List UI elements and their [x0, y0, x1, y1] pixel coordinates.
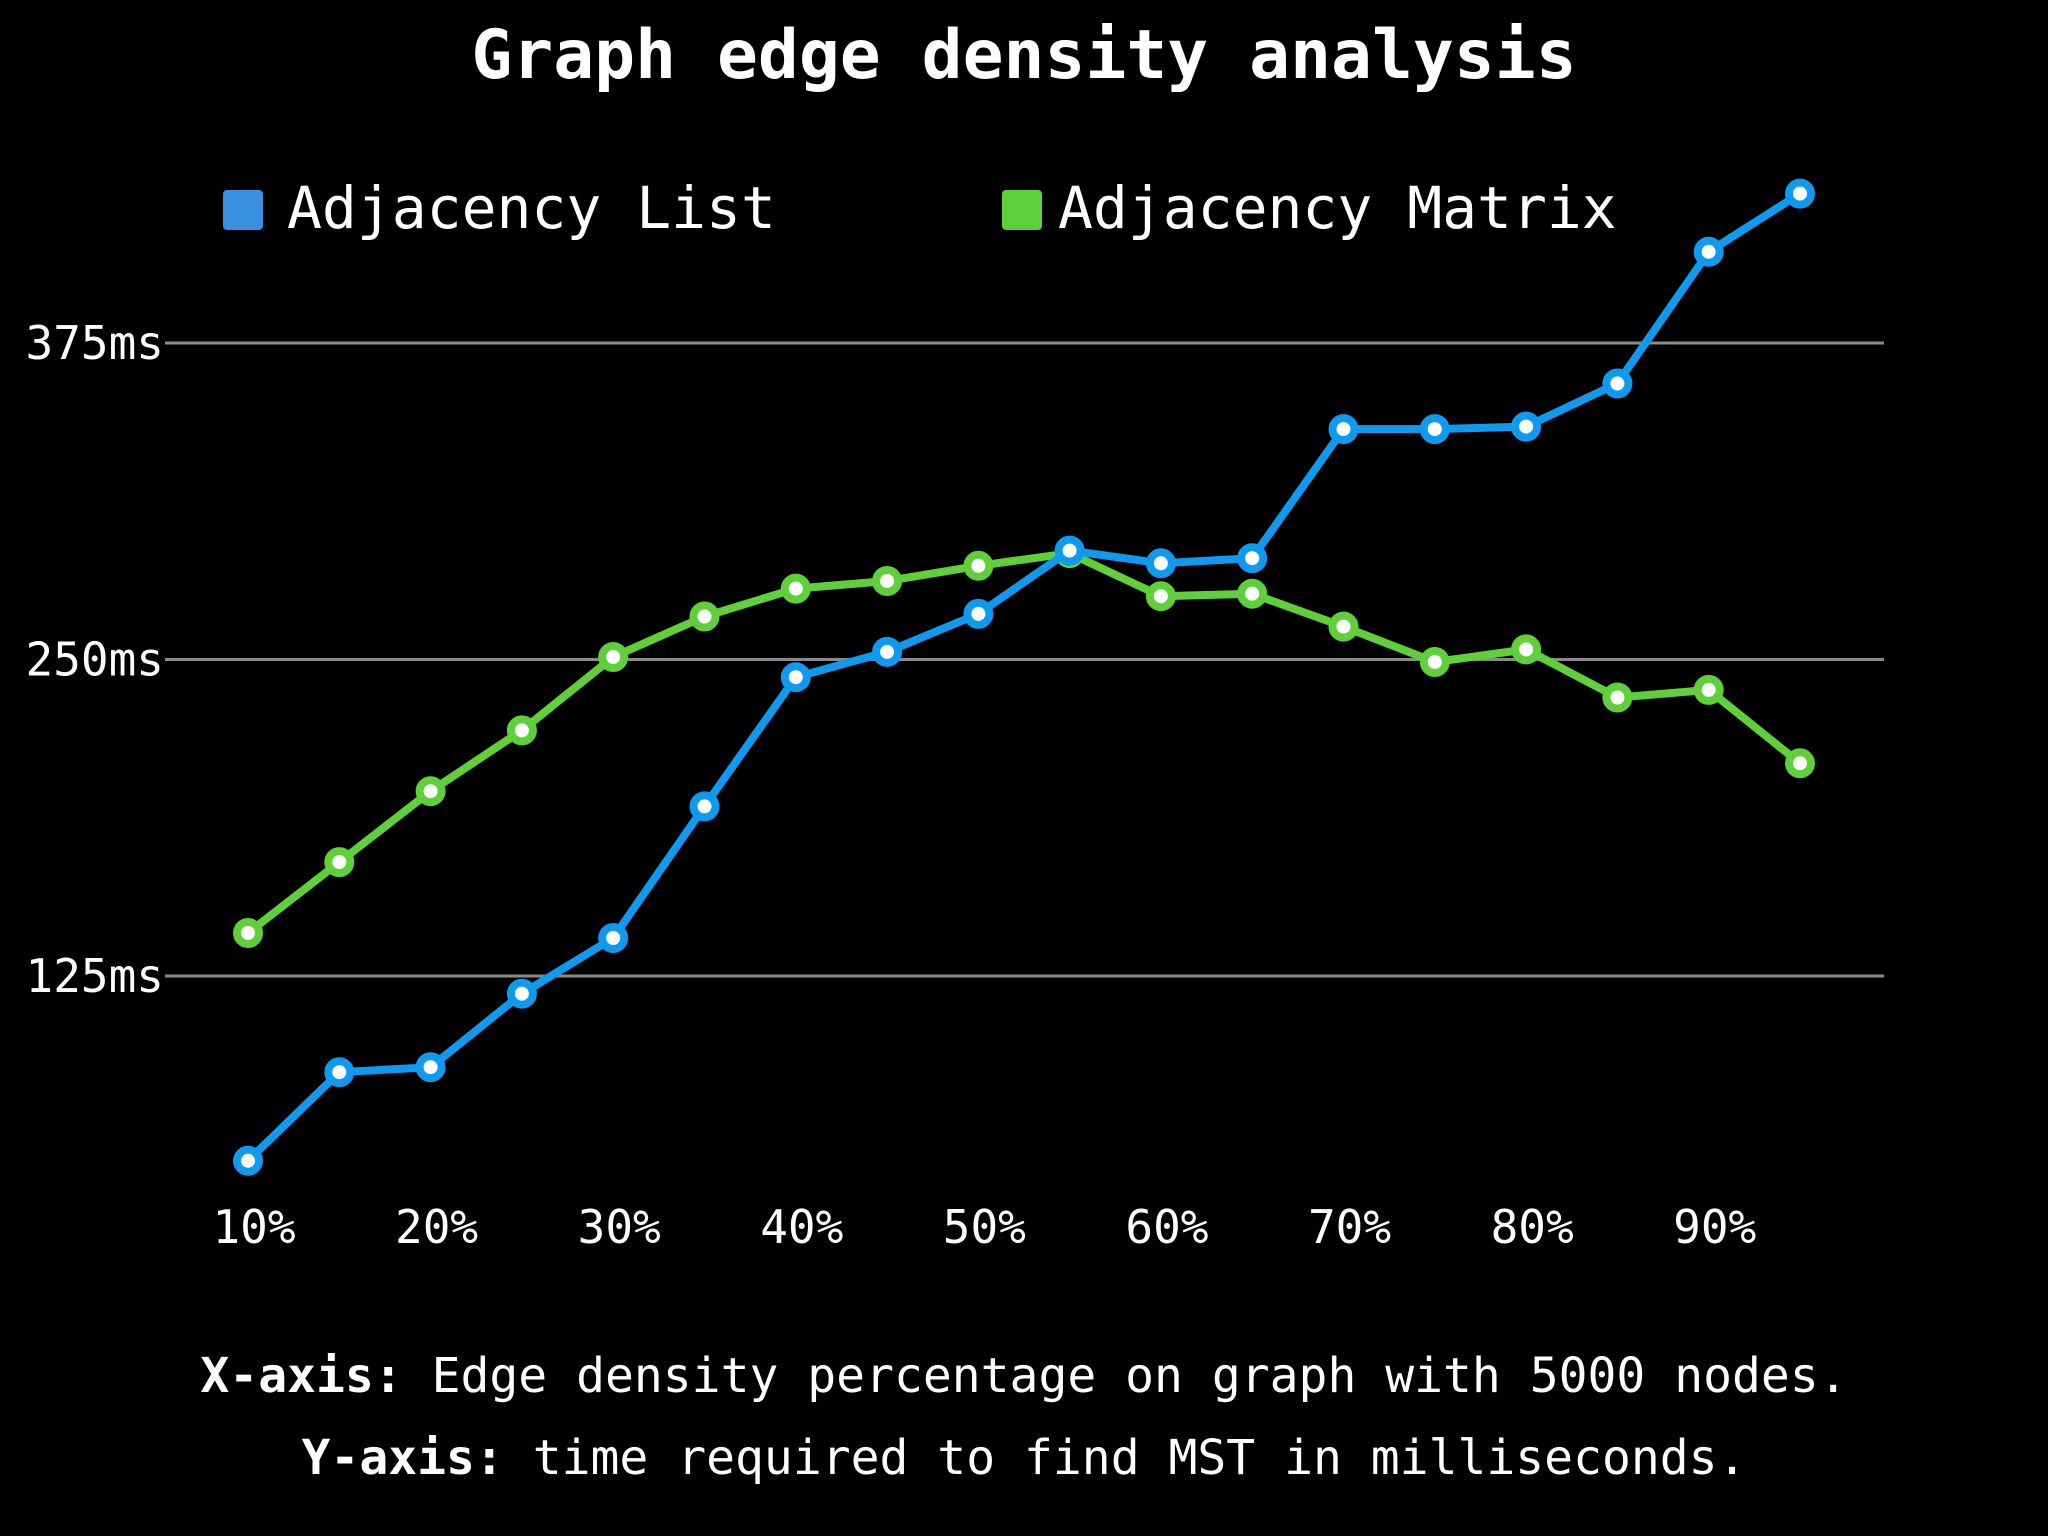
y-tick-label: 250ms — [26, 633, 164, 687]
y-axis-ticks: 125ms 250ms 375ms — [26, 316, 164, 1003]
x-axis-caption: X-axis: Edge density percentage on graph… — [200, 1348, 1847, 1404]
data-point-adjacency-list — [780, 662, 811, 693]
data-point-adjacency-matrix — [780, 573, 811, 604]
data-point-adjacency-list — [1602, 368, 1633, 399]
legend-swatch-adjacency-matrix — [1002, 190, 1042, 230]
data-point-adjacency-list — [1511, 411, 1542, 442]
data-point-adjacency-list — [415, 1052, 446, 1083]
data-point-adjacency-matrix — [598, 642, 629, 672]
data-point-adjacency-matrix — [1785, 748, 1815, 779]
data-point-adjacency-list — [324, 1057, 355, 1088]
x-tick-label: 30% — [578, 1200, 661, 1254]
series-adjacency-matrix — [233, 538, 1815, 948]
x-tick-label: 70% — [1308, 1200, 1391, 1254]
data-point-adjacency-matrix — [872, 566, 903, 596]
data-point-adjacency-list — [1419, 414, 1450, 445]
data-point-adjacency-matrix — [233, 918, 263, 948]
series — [233, 178, 1815, 1176]
data-point-adjacency-list — [872, 636, 903, 667]
y-axis-caption: Y-axis: time required to find MST in mil… — [302, 1430, 1747, 1486]
data-point-adjacency-matrix — [963, 550, 994, 581]
y-tick-label: 375ms — [26, 316, 164, 370]
y-axis-caption-prefix: Y-axis: — [302, 1430, 504, 1486]
legend-label-adjacency-list: Adjacency List — [287, 174, 776, 242]
data-point-adjacency-matrix — [1237, 578, 1268, 609]
data-point-adjacency-list — [1693, 236, 1724, 267]
x-axis-ticks: 10% 20% 30% 40% 50% 60% 70% 80% 90% — [212, 1200, 1756, 1254]
x-tick-label: 40% — [760, 1200, 843, 1254]
data-point-adjacency-list — [1785, 178, 1815, 209]
data-point-adjacency-list — [1328, 414, 1359, 445]
series-line-adjacency-matrix — [244, 549, 1804, 937]
data-point-adjacency-list — [506, 978, 537, 1009]
legend-swatch-adjacency-list — [223, 190, 263, 230]
y-axis-caption-text: time required to find MST in millisecond… — [504, 1430, 1747, 1486]
data-point-adjacency-matrix — [415, 776, 446, 807]
chart-title: Graph edge density analysis — [471, 16, 1576, 95]
data-point-adjacency-matrix — [1511, 634, 1542, 665]
legend: Adjacency List Adjacency Matrix — [223, 174, 1617, 242]
data-point-adjacency-list — [598, 923, 629, 953]
x-tick-label: 10% — [212, 1200, 295, 1254]
x-axis-caption-text: Edge density percentage on graph with 50… — [403, 1348, 1848, 1404]
data-point-adjacency-matrix — [1145, 581, 1176, 612]
data-point-adjacency-list — [1054, 535, 1085, 566]
x-tick-label: 20% — [395, 1200, 478, 1254]
y-tick-label: 125ms — [26, 949, 164, 1003]
data-point-adjacency-list — [963, 598, 994, 629]
data-point-adjacency-matrix — [1602, 682, 1633, 713]
grid — [165, 341, 1884, 978]
data-point-adjacency-matrix — [1419, 647, 1450, 677]
data-point-adjacency-matrix — [324, 847, 355, 878]
caption: X-axis: Edge density percentage on graph… — [200, 1348, 1847, 1486]
data-point-adjacency-list — [1237, 543, 1268, 574]
data-point-adjacency-matrix — [506, 715, 537, 746]
legend-label-adjacency-matrix: Adjacency Matrix — [1058, 174, 1617, 242]
data-point-adjacency-list — [689, 791, 720, 822]
x-tick-label: 90% — [1673, 1200, 1756, 1254]
series-adjacency-list — [233, 178, 1815, 1176]
data-point-adjacency-matrix — [1693, 674, 1724, 705]
data-point-adjacency-list — [233, 1145, 263, 1176]
x-tick-label: 50% — [943, 1200, 1026, 1254]
data-point-adjacency-matrix — [689, 601, 720, 632]
data-point-adjacency-matrix — [1328, 611, 1359, 642]
series-line-adjacency-list — [244, 189, 1804, 1165]
x-tick-label: 80% — [1491, 1200, 1574, 1254]
x-tick-label: 60% — [1125, 1200, 1208, 1254]
x-axis-caption-prefix: X-axis: — [200, 1348, 402, 1404]
data-point-adjacency-list — [1145, 548, 1176, 579]
